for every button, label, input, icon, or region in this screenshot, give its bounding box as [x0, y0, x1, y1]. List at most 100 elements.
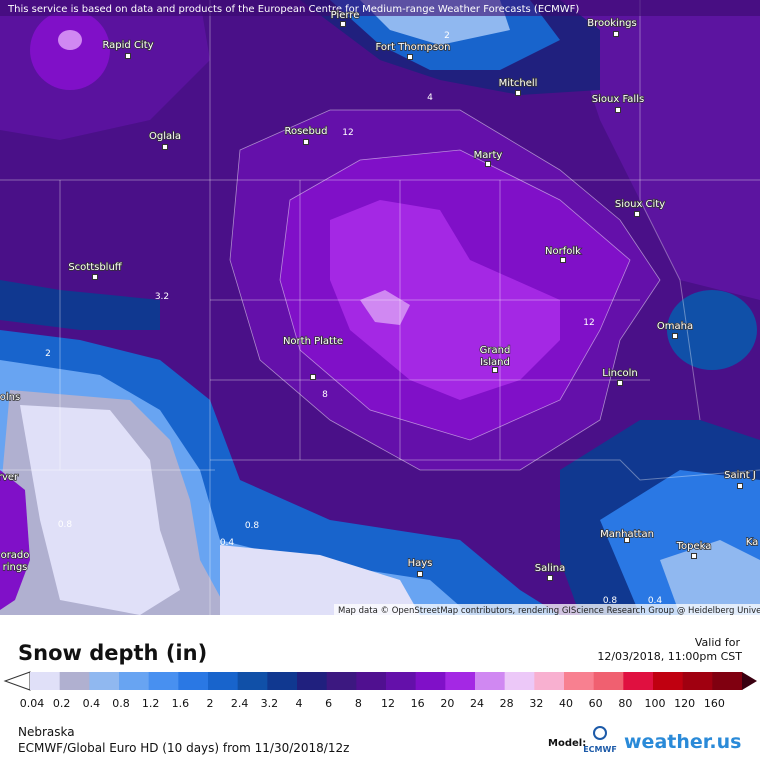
legend-label: 28 [500, 697, 514, 710]
city-label: Manhattan [600, 529, 654, 540]
legend-label: 16 [411, 697, 425, 710]
legend-label: 0.2 [53, 697, 71, 710]
contour-label: 4 [427, 93, 433, 103]
model-label: Model: [548, 738, 586, 749]
city-marker [615, 107, 621, 113]
city-marker [515, 90, 521, 96]
city-marker [417, 571, 423, 577]
ecmwf-icon [593, 726, 607, 740]
legend-swatch [445, 672, 476, 690]
city-label: North Platte [283, 336, 343, 347]
city-marker [634, 211, 640, 217]
legend-swatch [178, 672, 209, 690]
model-logo: ECMWF [583, 745, 617, 754]
city-label: Scottsbluff [68, 262, 122, 273]
legend-arrow-high [742, 672, 757, 690]
contour-label: 0.4 [220, 538, 235, 548]
city-marker [737, 483, 743, 489]
city-label: Hays [408, 558, 433, 569]
city-label: Grand [480, 345, 511, 356]
city-marker [492, 367, 498, 373]
legend-swatch [297, 672, 328, 690]
legend-swatch [119, 672, 150, 690]
legend-label: 1.6 [172, 697, 190, 710]
city-label: Fort Thompson [375, 42, 450, 53]
legend-label: 1.2 [142, 697, 160, 710]
map [0, 0, 760, 615]
city-label: Pierre [331, 10, 360, 21]
legend-label: 0.8 [112, 697, 130, 710]
contour-label: 0.8 [603, 596, 618, 606]
legend-label: 4 [296, 697, 303, 710]
city-label: rings [3, 562, 28, 573]
city-marker [672, 333, 678, 339]
city-label: Marty [474, 150, 503, 161]
city-marker [407, 54, 413, 60]
legend-label: 8 [355, 697, 362, 710]
legend-swatch [564, 672, 595, 690]
region: Nebraska [18, 725, 75, 739]
city-label: Norfolk [545, 246, 581, 257]
contour-label: 2 [444, 31, 450, 41]
legend-swatch [386, 672, 417, 690]
legend-label: 60 [589, 697, 603, 710]
legend-label: 3.2 [261, 697, 279, 710]
city-label: Topeka [676, 541, 712, 552]
legend-label: 80 [618, 697, 632, 710]
contour-label: 12 [583, 318, 594, 328]
city-label: olns [0, 392, 20, 403]
legend-label: 0.04 [20, 697, 45, 710]
brand-logo: weather.us [624, 731, 741, 753]
city-marker [310, 374, 316, 380]
legend-label: 100 [645, 697, 666, 710]
legend-label: 32 [529, 697, 543, 710]
legend-swatch [89, 672, 120, 690]
legend-label: 0.4 [83, 697, 101, 710]
legend-swatch [504, 672, 535, 690]
contour-label: 0.4 [648, 596, 663, 606]
legend-label: 12 [381, 697, 395, 710]
map-attribution: Map data © OpenStreetMap contributors, r… [338, 606, 760, 616]
valid-label: Valid for [695, 636, 741, 649]
legend-label: 2 [207, 697, 214, 710]
city-label: Omaha [657, 321, 693, 332]
city-label: Lincoln [602, 368, 637, 379]
legend-swatch [593, 672, 624, 690]
city-marker [613, 31, 619, 37]
city-marker [560, 257, 566, 263]
contour-label: 8 [322, 390, 328, 400]
legend-swatch [237, 672, 268, 690]
city-marker [92, 274, 98, 280]
legend-swatch [712, 672, 743, 690]
legend-swatch [30, 672, 61, 690]
legend-swatch [534, 672, 565, 690]
contour-label: 0.8 [58, 520, 73, 530]
legend-swatch [653, 672, 684, 690]
legend-swatch [59, 672, 90, 690]
city-marker [485, 161, 491, 167]
legend-label: 2.4 [231, 697, 249, 710]
legend-swatch [682, 672, 713, 690]
legend-swatch [475, 672, 506, 690]
legend-label: 120 [674, 697, 695, 710]
map-attribution-bg [334, 604, 760, 616]
city-label: Mitchell [499, 78, 538, 89]
city-label: Ka [746, 537, 759, 548]
legend-label: 20 [440, 697, 454, 710]
city-marker [617, 380, 623, 386]
legend-arrow-low [3, 671, 31, 691]
city-marker [125, 53, 131, 59]
legend-label: 160 [704, 697, 725, 710]
legend-label: 6 [325, 697, 332, 710]
legend-swatch [208, 672, 239, 690]
city-label: orado [1, 550, 30, 561]
city-marker [303, 139, 309, 145]
city-marker [340, 21, 346, 27]
legend-swatch [356, 672, 387, 690]
city-marker [162, 144, 168, 150]
legend-swatch [415, 672, 446, 690]
city-label: Salina [535, 563, 566, 574]
city-marker [547, 575, 553, 581]
